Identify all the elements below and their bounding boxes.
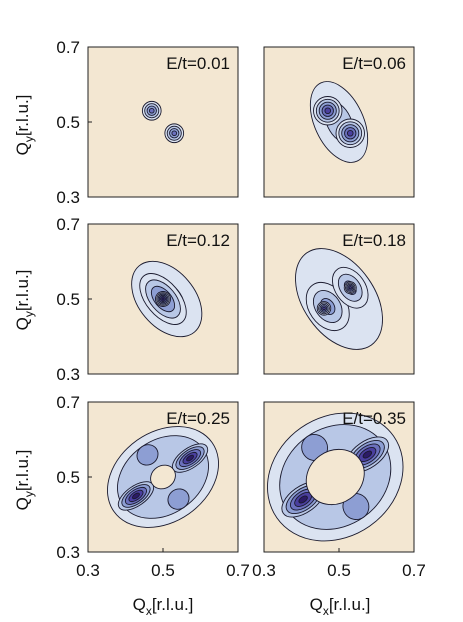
svg-text:Qx[r.l.u.]: Qx[r.l.u.] <box>133 595 194 618</box>
contour-ring-peak-a-level-5 <box>362 450 373 459</box>
contour-area <box>131 260 203 338</box>
contour-blob-1-level-4 <box>148 107 155 114</box>
y-tick-label: 0.7 <box>56 38 80 57</box>
contour-area <box>141 100 185 144</box>
panel-6: E/t=0.35 0.3 0.5 0.7 <box>252 401 426 580</box>
panel-3: E/t=0.12 0.3 0.5 0.7 <box>56 215 239 384</box>
contour-area <box>295 248 383 350</box>
contour-ring-peak-a-level-5 <box>186 454 195 462</box>
panels: E/t=0.01 0.3 0.5 0.7 E/t=0.06 E/t=0.12 0.3 0.5 0… <box>56 38 426 580</box>
svg-text:Qy[r.l.u.]: Qy[r.l.u.] <box>13 450 36 511</box>
panel-title: E/t=0.01 <box>166 54 230 73</box>
svg-text:Qy[r.l.u.]: Qy[r.l.u.] <box>13 95 36 156</box>
contour-area <box>107 426 219 528</box>
y-axis-label-row-1: Qy[r.l.u.] <box>13 95 36 156</box>
contour-ring-lobe-d <box>167 488 190 510</box>
y-tick-label: 0.3 <box>56 543 80 562</box>
y-tick-label: 0.3 <box>56 365 80 384</box>
y-tick-label: 0.3 <box>56 188 80 207</box>
panel-title: E/t=0.12 <box>166 231 230 250</box>
contour-ring-hole <box>305 448 365 506</box>
x-tick-label: 0.5 <box>327 561 351 580</box>
y-tick-label: 0.5 <box>56 468 80 487</box>
contour-blob-4-level-5 <box>322 306 326 311</box>
panel-title: E/t=0.18 <box>342 231 406 250</box>
panel-4: E/t=0.18 <box>263 223 415 375</box>
x-axis-label-col-1: Qx[r.l.u.] <box>133 595 194 618</box>
contour-blob-3-level-5 <box>346 129 354 137</box>
contour-area <box>267 412 404 542</box>
y-axis-label-row-2: Qy[r.l.u.] <box>13 270 36 331</box>
contour-blob-2-level-5 <box>324 107 332 115</box>
contour-ring-peak-b-level-5 <box>298 495 308 504</box>
panel-5: E/t=0.25 0.3 0.5 0.7 0.3 0.5 0.7 <box>56 393 249 580</box>
x-tick-label: 0.5 <box>151 561 175 580</box>
panel-title: E/t=0.25 <box>166 409 230 428</box>
contour-blob-5-level-5 <box>348 286 352 290</box>
contour-blob-2-level-4 <box>171 130 178 137</box>
contour-ring-hole <box>150 464 176 490</box>
contour-blob-3-level-6 <box>161 297 165 301</box>
panel-title: E/t=0.35 <box>342 409 406 428</box>
panel-1: E/t=0.01 0.3 0.5 0.7 <box>56 38 239 207</box>
x-tick-label: 0.3 <box>76 561 100 580</box>
contour-area <box>309 81 369 163</box>
x-tick-label: 0.7 <box>226 561 250 580</box>
x-axis-label-col-2: Qx[r.l.u.] <box>310 595 371 618</box>
panel-background <box>87 46 239 198</box>
panel-title: E/t=0.06 <box>342 54 406 73</box>
x-tick-label: 0.7 <box>402 561 426 580</box>
contour-ring-peak-b-level-5 <box>131 492 140 500</box>
y-tick-label: 0.5 <box>56 113 80 132</box>
y-tick-label: 0.7 <box>56 215 80 234</box>
contour-ring-lobe-c <box>136 444 159 466</box>
y-tick-label: 0.7 <box>56 393 80 412</box>
svg-text:Qy[r.l.u.]: Qy[r.l.u.] <box>13 270 36 331</box>
y-tick-label: 0.5 <box>56 290 80 309</box>
y-axis-label-row-3: Qy[r.l.u.] <box>13 450 36 511</box>
panel-2: E/t=0.06 <box>263 46 415 198</box>
svg-text:Qx[r.l.u.]: Qx[r.l.u.] <box>310 595 371 618</box>
x-tick-label: 0.3 <box>252 561 276 580</box>
